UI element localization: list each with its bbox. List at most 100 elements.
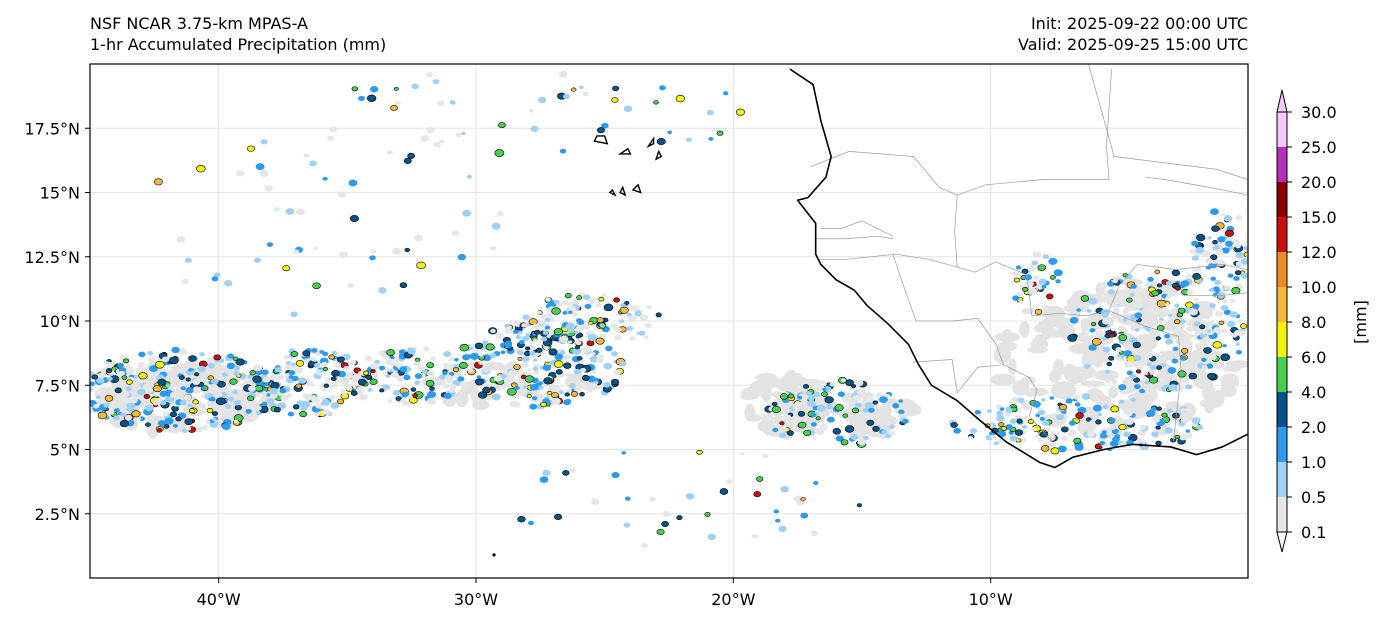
precip-cell — [426, 362, 435, 369]
precip-cell — [1145, 327, 1151, 332]
precip-cell — [526, 394, 532, 399]
precip-cell — [539, 320, 545, 325]
precip-cell — [1222, 366, 1231, 372]
precip-cell — [460, 381, 468, 387]
precip-cell — [845, 379, 854, 387]
precip-cell — [605, 345, 613, 352]
precip-cell — [490, 328, 496, 334]
precip-cell — [1207, 321, 1215, 327]
precip-cell — [825, 403, 833, 410]
precip-cell — [583, 383, 592, 391]
precip-cell — [576, 295, 583, 300]
precip-cell — [771, 405, 781, 414]
precip-cell — [535, 352, 541, 356]
precip-cell — [245, 409, 252, 414]
precip-cell — [179, 399, 187, 406]
precip-cell — [266, 393, 271, 397]
precip-cell — [504, 342, 513, 349]
precip-cell — [211, 411, 219, 416]
precip-cell — [1055, 413, 1065, 421]
precip-cell — [834, 404, 844, 412]
precip-cell — [229, 373, 234, 377]
precip-cell — [107, 376, 113, 381]
precip-cell — [232, 389, 238, 395]
precip-cell — [888, 424, 895, 429]
precip-cell — [840, 378, 846, 383]
colorbar-tick-label: 15.0 — [1301, 208, 1337, 227]
precip-cell — [644, 323, 652, 329]
valid-time: Valid: 2025-09-25 15:00 UTC — [1017, 35, 1248, 54]
precip-cell — [455, 371, 463, 378]
precip-cell — [797, 421, 807, 429]
precip-cell — [1134, 301, 1144, 309]
precip-cell — [885, 433, 892, 439]
precip-cell — [107, 409, 115, 415]
precip-cell — [518, 382, 524, 388]
precip-cell — [865, 394, 875, 402]
precip-cell — [533, 363, 540, 369]
precip-cell — [429, 386, 435, 391]
colorbar-tick-label: 12.0 — [1301, 243, 1337, 262]
precip-cell — [126, 402, 136, 410]
precip-cell — [1040, 398, 1046, 402]
precip-cell — [558, 390, 565, 395]
precip-cell — [807, 400, 816, 407]
precip-cell — [566, 373, 573, 378]
precip-cell — [1179, 319, 1187, 324]
precip-cell — [206, 357, 216, 365]
precip-cell — [1061, 410, 1067, 415]
precip-cell — [1185, 320, 1195, 327]
precip-cell — [543, 346, 550, 351]
precip-cell — [273, 406, 281, 413]
precip-cell — [153, 401, 159, 406]
precip-cell — [365, 374, 373, 380]
precip-cell — [414, 380, 421, 385]
precip-cell — [247, 385, 256, 392]
precip-cell — [535, 347, 543, 353]
precip-cell — [344, 372, 354, 380]
precip-cell — [1060, 426, 1069, 433]
colorbar-under-arrow — [1276, 531, 1288, 553]
precip-cell — [1014, 429, 1024, 436]
precip-cell — [235, 358, 245, 366]
precip-cell — [299, 411, 307, 418]
precip-cell — [528, 318, 538, 326]
precip-cell — [233, 419, 239, 424]
precip-cell — [358, 371, 364, 375]
precip-cell — [90, 381, 95, 387]
precip-cell — [252, 375, 262, 383]
precip-cell — [1146, 409, 1156, 417]
precip-cell — [868, 404, 874, 408]
precip-cell — [513, 364, 521, 370]
precip-cell — [969, 428, 978, 434]
precip-cell — [390, 371, 399, 378]
precip-cell — [1161, 412, 1168, 418]
precip-cell — [442, 371, 448, 376]
precip-cell — [97, 411, 108, 420]
precip-cell — [1170, 407, 1178, 414]
precip-cell — [782, 414, 792, 422]
precip-cell — [291, 375, 299, 382]
precip-cell — [188, 355, 197, 362]
precip-cell — [537, 393, 545, 400]
precip-cell — [504, 323, 510, 328]
precip-cell — [826, 416, 835, 423]
precip-cell — [575, 325, 585, 333]
precip-cell — [468, 343, 474, 348]
precip-cell — [842, 413, 849, 418]
precip-cell — [362, 370, 370, 376]
precip-cell — [144, 404, 154, 412]
precip-cell — [1042, 420, 1050, 426]
precip-cell — [1229, 298, 1236, 303]
precip-cell — [325, 376, 333, 383]
light-precip-patch — [482, 361, 506, 371]
precip-cell — [996, 410, 1004, 417]
precip-cell — [143, 394, 151, 399]
precip-cell — [810, 412, 817, 418]
precip-cell — [199, 352, 205, 357]
precip-cell — [1102, 404, 1108, 410]
precip-cell — [1110, 405, 1120, 413]
precip-cell — [568, 328, 575, 333]
precip-cell — [564, 392, 570, 397]
precip-cell — [164, 397, 172, 403]
